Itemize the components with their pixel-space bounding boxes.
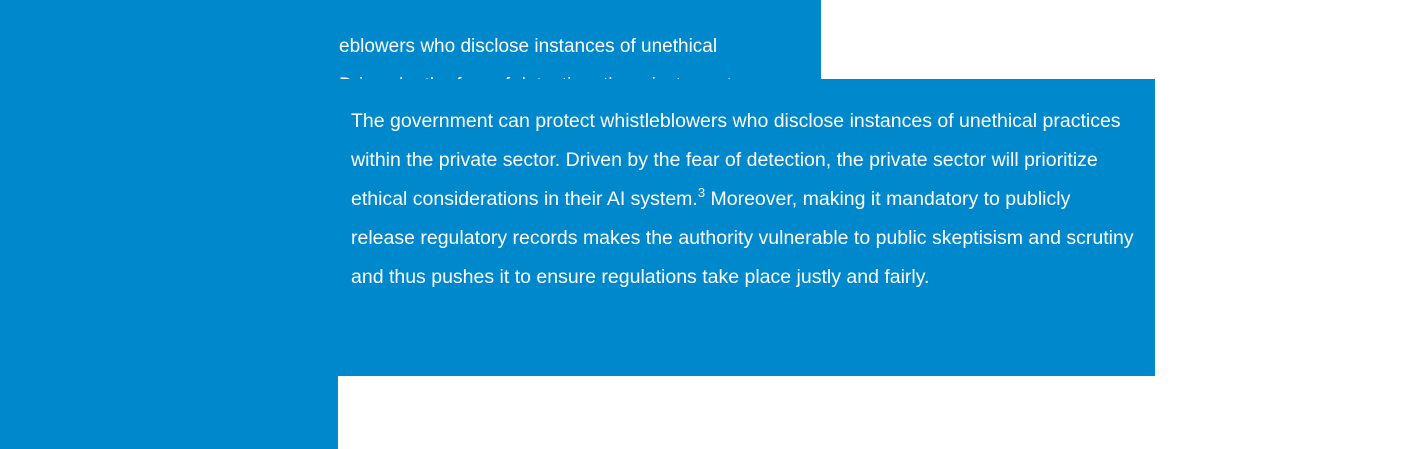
card-text-after-footnote: Moreover, making it mandatory to publicl… (351, 188, 1134, 288)
text-card: The government can protect whistleblower… (338, 79, 1155, 376)
background-panel-left (0, 0, 338, 449)
footnote-marker[interactable]: 3 (697, 184, 706, 200)
background-panel-top: eblowers who disclose instances of uneth… (338, 0, 821, 79)
background-text-line: Driven by the fear of detection, the pri… (339, 67, 809, 80)
card-text-before-footnote: The government can protect whistleblower… (351, 110, 1121, 210)
card-paragraph: The government can protect whistleblower… (351, 102, 1135, 297)
background-text-line: eblowers who disclose instances of uneth… (339, 36, 718, 57)
background-text-fragment: eblowers who disclose instances of uneth… (339, 28, 809, 79)
